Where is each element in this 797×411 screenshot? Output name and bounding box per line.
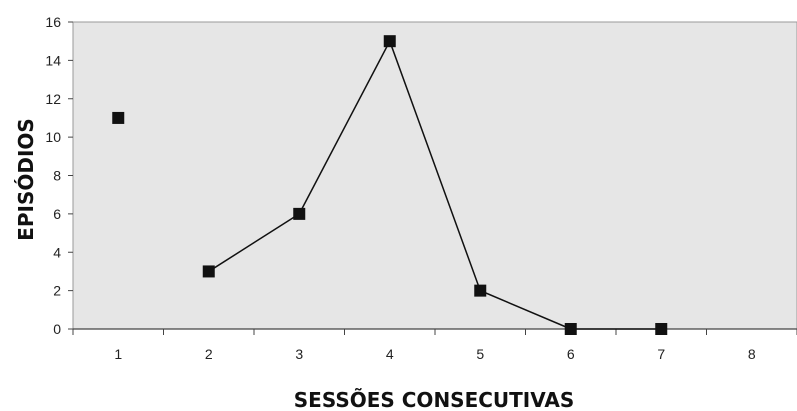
- y-axis-title: EPISÓDIOS: [14, 118, 38, 241]
- data-point-marker: [564, 323, 577, 335]
- y-tick-label: 8: [53, 168, 61, 184]
- series-markers: [112, 35, 668, 335]
- data-point-marker: [383, 35, 396, 48]
- data-point-marker: [655, 323, 668, 335]
- x-tick-label: 4: [386, 346, 394, 362]
- y-tick-label: 4: [53, 244, 61, 260]
- data-point-marker: [474, 284, 487, 297]
- data-point-marker: [112, 111, 125, 124]
- plot-area: [72, 21, 797, 330]
- series-line-segment: [298, 40, 391, 215]
- data-point-marker: [202, 265, 215, 278]
- x-tick-label: 1: [114, 346, 122, 362]
- y-tick-label: 6: [53, 206, 61, 222]
- series-line-segment: [208, 213, 300, 273]
- series-line-segment: [389, 40, 481, 291]
- y-tick-label: 12: [45, 91, 61, 107]
- y-tick-label: 14: [45, 52, 61, 68]
- y-tick-label: 10: [45, 129, 61, 145]
- x-tick-label: 5: [476, 346, 484, 362]
- y-tick-label: 0: [53, 321, 61, 337]
- series-lines: [208, 40, 662, 330]
- y-axis-ticks: 0 2 4 6 8 10 12 14 16: [45, 14, 73, 337]
- x-axis-title: SESSÕES CONSECUTIVAS: [294, 388, 575, 411]
- x-tick-label: 7: [657, 346, 665, 362]
- series-line-segment: [479, 289, 572, 330]
- x-tick-label: 6: [567, 346, 575, 362]
- data-point-marker: [293, 207, 306, 220]
- y-tick-label: 2: [53, 283, 61, 299]
- x-tick-label: 3: [295, 346, 303, 362]
- x-axis-ticks: 1 2 3 4 5 6 7 8: [72, 329, 797, 362]
- y-tick-label: 16: [45, 14, 61, 30]
- x-tick-label: 2: [205, 346, 213, 362]
- x-tick-label: 8: [748, 346, 756, 362]
